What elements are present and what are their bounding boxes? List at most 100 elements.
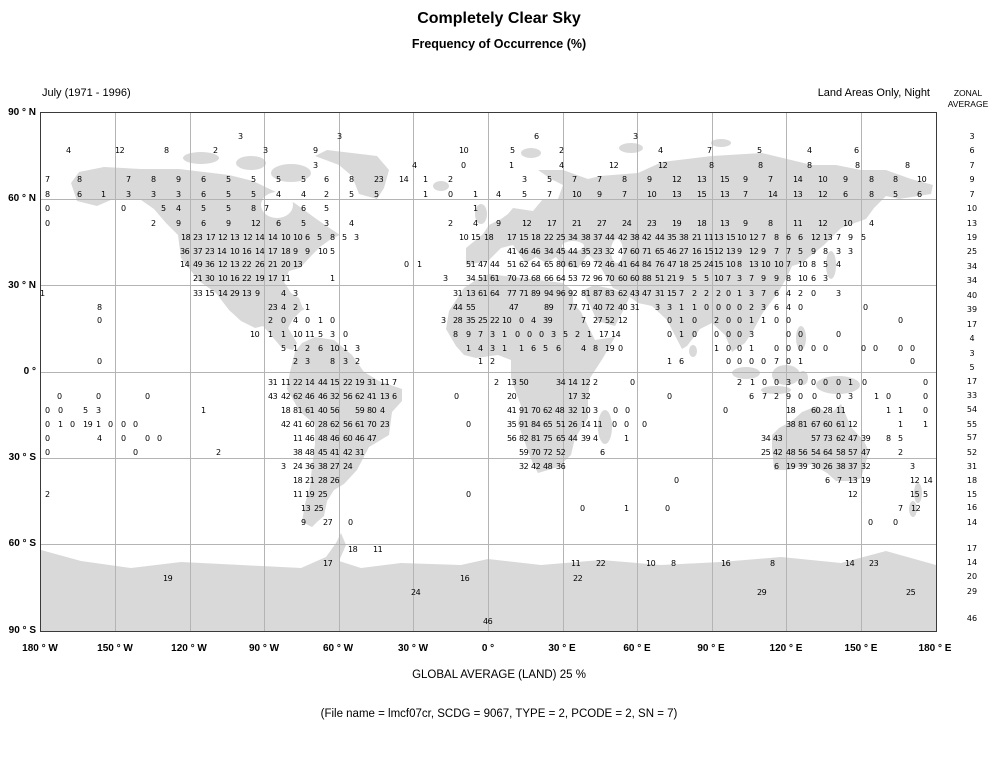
map-value: 2 [448, 219, 453, 228]
zonal-average-value: 17 [966, 320, 978, 329]
map-value: 18 [679, 260, 689, 269]
map-value: 67 [811, 420, 821, 429]
map-value: 11 [373, 545, 383, 554]
map-value: 70 [367, 420, 377, 429]
map-value: 1 [473, 204, 478, 213]
island-borneo [772, 365, 800, 385]
map-value: 72 [581, 274, 591, 283]
map-value: 7 [786, 247, 791, 256]
island-victoria [236, 156, 266, 170]
map-value: 48 [786, 448, 796, 457]
map-value: 1 [679, 303, 684, 312]
map-value: 15 [519, 233, 529, 242]
map-value: 0 [692, 330, 697, 339]
map-value: 92 [568, 289, 578, 298]
map-value: 0 [519, 316, 524, 325]
map-value: 8 [886, 434, 891, 443]
map-value: 26 [568, 420, 578, 429]
map-value: 3 [354, 233, 359, 242]
map-value: 0 [714, 330, 719, 339]
map-value: 64 [531, 260, 541, 269]
map-value: 4 [301, 190, 306, 199]
map-value: 28 [318, 476, 328, 485]
map-value: 22 [573, 574, 583, 583]
map-value: 25 [692, 260, 702, 269]
map-value: 47 [478, 260, 488, 269]
map-value: 45 [318, 448, 328, 457]
map-value: 0 [726, 357, 731, 366]
map-value: 8 [77, 175, 82, 184]
island-arctic-west [183, 152, 219, 164]
map-value: 7 [679, 289, 684, 298]
map-value: 1 [923, 420, 928, 429]
map-value: 23 [268, 303, 278, 312]
map-value: 48 [305, 448, 315, 457]
map-value: 23 [380, 420, 390, 429]
zonal-average-value: 16 [966, 503, 978, 512]
map-value: 30 [205, 274, 215, 283]
map-value: 10 [293, 233, 303, 242]
map-value: 21 [667, 274, 677, 283]
map-value: 1 [798, 357, 803, 366]
map-value: 11 [281, 274, 291, 283]
map-value: 10 [917, 175, 927, 184]
map-value: 96 [556, 289, 566, 298]
map-value: 8 [786, 274, 791, 283]
map-value: 1 [737, 289, 742, 298]
map-value: 47 [667, 260, 677, 269]
map-value: 8 [774, 233, 779, 242]
map-value: 1 [502, 330, 507, 339]
map-value: 0 [667, 316, 672, 325]
map-value: 27 [597, 219, 607, 228]
map-value: 19 [672, 219, 682, 228]
map-value: 17 [268, 247, 278, 256]
map-value: 2 [716, 289, 721, 298]
map-value: 23 [869, 559, 879, 568]
zonal-header-line2: AVERAGE [947, 99, 989, 109]
map-value: 10 [230, 247, 240, 256]
map-value: 60 [618, 274, 628, 283]
map-value: 39 [543, 316, 553, 325]
map-value: 8 [770, 559, 775, 568]
map-value: 6 [324, 175, 329, 184]
map-value: 0 [630, 378, 635, 387]
map-value: 18 [531, 233, 541, 242]
map-value: 11 [793, 219, 803, 228]
map-value: 62 [543, 406, 553, 415]
map-value: 3 [522, 175, 527, 184]
island-sulawesi [798, 371, 808, 385]
map-value: 13 [466, 289, 476, 298]
map-value: 10 [646, 559, 656, 568]
island-philippines [796, 326, 806, 350]
map-value: 22 [242, 274, 252, 283]
map-value: 62 [330, 420, 340, 429]
map-value: 6 [305, 233, 310, 242]
map-value: 5 [251, 190, 256, 199]
longitude-tick-label: 120 ° E [769, 643, 803, 654]
map-value: 0 [886, 392, 891, 401]
map-value: 5 [893, 190, 898, 199]
map-value: 4 [380, 406, 385, 415]
map-value: 0 [674, 476, 679, 485]
map-value: 8 [671, 559, 676, 568]
map-value: 43 [630, 289, 640, 298]
map-value: 17 [507, 233, 517, 242]
map-value: 71 [581, 303, 591, 312]
map-value: 2 [45, 490, 50, 499]
map-value: 3 [490, 330, 495, 339]
map-value: 14 [768, 190, 778, 199]
map-value: 8 [349, 175, 354, 184]
map-value: 5 [318, 330, 323, 339]
map-value: 19 [83, 420, 93, 429]
map-value: 0 [133, 448, 138, 457]
map-value: 24 [622, 219, 632, 228]
map-value: 4 [786, 289, 791, 298]
island-baffin [271, 164, 311, 182]
map-value: 81 [531, 434, 541, 443]
map-value: 31 [367, 378, 377, 387]
map-value: 47 [861, 448, 871, 457]
map-value: 28 [823, 406, 833, 415]
map-value: 17 [206, 233, 216, 242]
map-value: 6 [774, 462, 779, 471]
map-value: 0 [515, 330, 520, 339]
